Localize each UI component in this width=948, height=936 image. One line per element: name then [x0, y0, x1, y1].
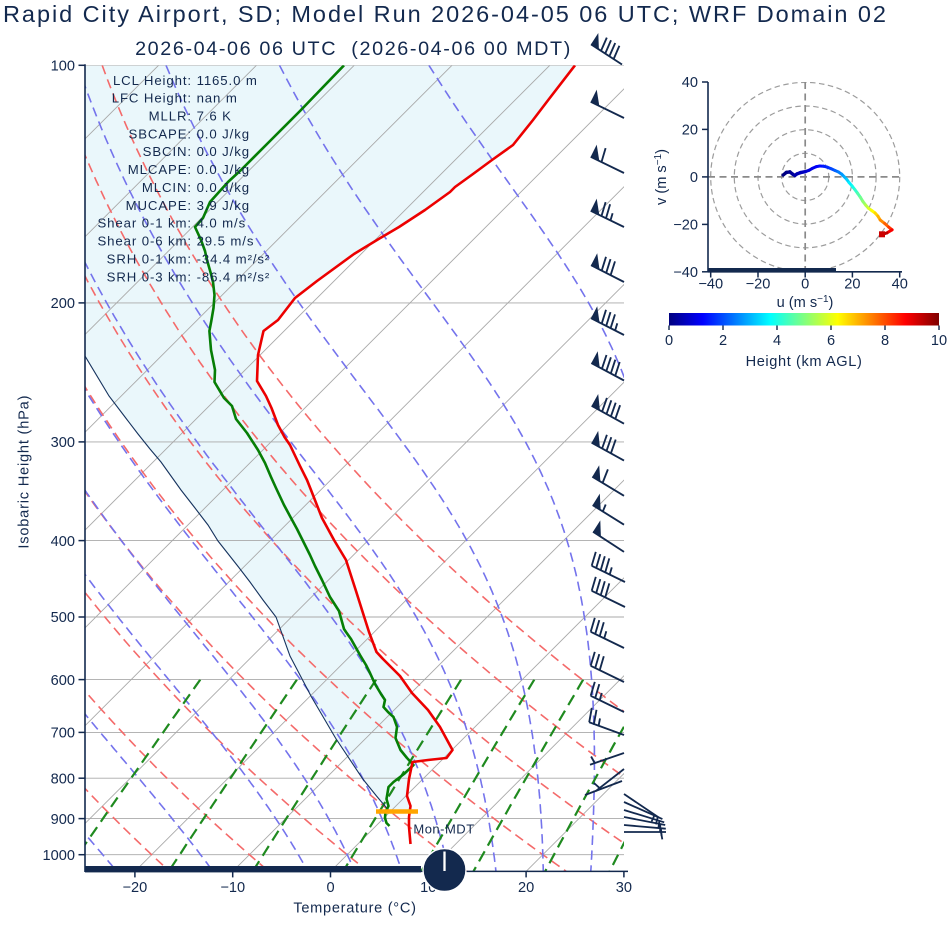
svg-text:6: 6 — [827, 333, 835, 349]
svg-text:0.0 J/kg: 0.0 J/kg — [192, 126, 250, 141]
svg-text:−40: −40 — [698, 277, 723, 293]
svg-text:Temperature (°C): Temperature (°C) — [293, 901, 416, 917]
svg-text:−20: −20 — [673, 218, 698, 234]
svg-text:20: 20 — [844, 277, 860, 293]
svg-text:0.0 J/kg: 0.0 J/kg — [192, 162, 250, 177]
svg-text:LCL Height:: LCL Height: — [113, 73, 192, 88]
svg-text:Rapid City Airport, SD; Model: Rapid City Airport, SD; Model Run 2026-0… — [3, 1, 888, 27]
svg-text:8: 8 — [881, 333, 889, 349]
svg-text:900: 900 — [51, 812, 75, 828]
svg-text:300: 300 — [51, 435, 75, 451]
svg-text:800: 800 — [51, 771, 75, 787]
svg-text:SRH 0-1 km:: SRH 0-1 km: — [107, 251, 192, 266]
svg-text:100: 100 — [51, 59, 75, 75]
svg-text:SRH 0-3 km:: SRH 0-3 km: — [107, 269, 192, 284]
svg-text:40: 40 — [682, 75, 698, 91]
svg-text:2026-04-06 06 UTC (2026-04-06: 2026-04-06 06 UTC (2026-04-06 00 MDT) — [135, 38, 572, 60]
svg-text:-86.4 m²/s²: -86.4 m²/s² — [192, 269, 270, 284]
svg-text:0: 0 — [801, 277, 809, 293]
svg-text:0: 0 — [326, 880, 334, 896]
svg-text:3.9 J/kg: 3.9 J/kg — [192, 198, 250, 213]
svg-text:29.5 m/s: 29.5 m/s — [192, 234, 254, 249]
svg-text:600: 600 — [51, 673, 75, 689]
svg-text:700: 700 — [51, 726, 75, 742]
svg-text:1000: 1000 — [43, 848, 75, 864]
svg-text:30: 30 — [616, 880, 632, 896]
svg-text:−20: −20 — [746, 277, 771, 293]
svg-text:500: 500 — [51, 610, 75, 626]
svg-text:Mon-MDT: Mon-MDT — [413, 822, 474, 837]
svg-text:−10: −10 — [220, 880, 245, 896]
svg-text:Isobaric Height (hPa): Isobaric Height (hPa) — [17, 395, 33, 549]
svg-text:10: 10 — [931, 333, 947, 349]
svg-text:0.0 J/kg: 0.0 J/kg — [192, 180, 250, 195]
svg-text:Shear 0-1 km:: Shear 0-1 km: — [97, 216, 192, 231]
svg-text:SBCAPE:: SBCAPE: — [129, 126, 192, 141]
svg-text:400: 400 — [51, 534, 75, 550]
svg-text:−20: −20 — [123, 880, 148, 896]
svg-text:Shear 0-6 km:: Shear 0-6 km: — [97, 234, 192, 249]
svg-text:0: 0 — [690, 170, 698, 186]
svg-text:4: 4 — [773, 333, 781, 349]
svg-text:0.0 J/kg: 0.0 J/kg — [192, 144, 250, 159]
svg-text:SBCIN:: SBCIN: — [143, 144, 192, 159]
svg-text:2: 2 — [719, 333, 727, 349]
svg-text:200: 200 — [51, 296, 75, 312]
svg-text:20: 20 — [682, 123, 698, 139]
svg-text:Height (km AGL): Height (km AGL) — [746, 354, 863, 370]
svg-text:0: 0 — [665, 333, 673, 349]
svg-text:20: 20 — [518, 880, 534, 896]
svg-text:−40: −40 — [673, 265, 698, 281]
svg-text:MLCIN:: MLCIN: — [142, 180, 192, 195]
svg-text:nan m: nan m — [192, 91, 238, 106]
svg-text:7.6 K: 7.6 K — [192, 109, 232, 124]
svg-text:MUCAPE:: MUCAPE: — [126, 198, 192, 213]
svg-text:4.0 m/s: 4.0 m/s — [192, 216, 246, 231]
svg-text:40: 40 — [892, 277, 908, 293]
svg-text:LFC Height:: LFC Height: — [112, 91, 192, 106]
svg-text:MLLR:: MLLR: — [149, 109, 192, 124]
svg-text:MLCAPE:: MLCAPE: — [128, 162, 192, 177]
svg-text:1165.0 m: 1165.0 m — [192, 73, 258, 88]
svg-text:-34.4 m²/s²: -34.4 m²/s² — [192, 251, 270, 266]
